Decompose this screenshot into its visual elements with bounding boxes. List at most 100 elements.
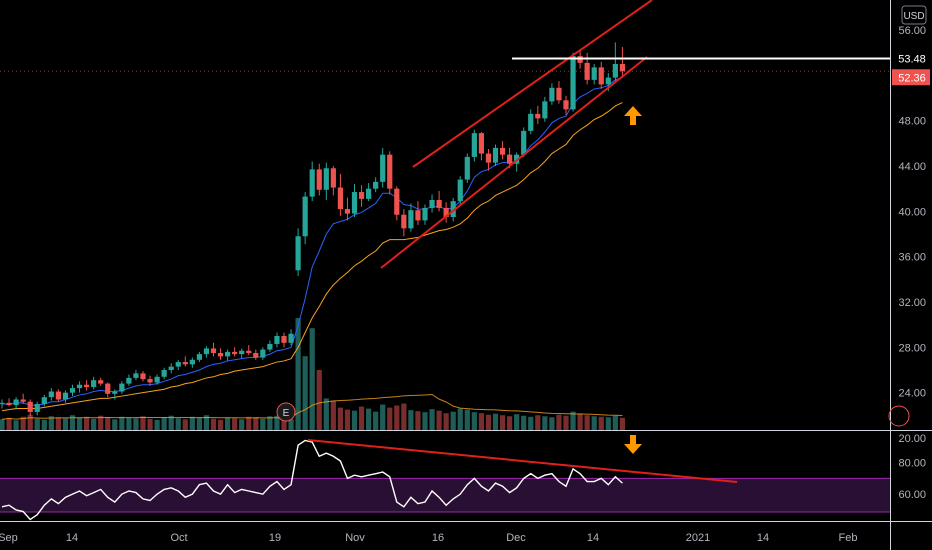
candle xyxy=(316,163,322,196)
price-tick-label: 24.00 xyxy=(898,388,926,400)
candle xyxy=(140,371,146,382)
time-tick-label: 14 xyxy=(587,532,599,544)
candle xyxy=(415,201,421,225)
volume-bar xyxy=(217,419,224,430)
volume-bar xyxy=(387,407,393,430)
volume-bar xyxy=(401,403,407,430)
candle xyxy=(330,166,336,196)
volume-bar xyxy=(542,416,548,430)
volume-bar xyxy=(471,412,477,430)
currency-button[interactable]: USD xyxy=(901,5,927,25)
volume-bar xyxy=(450,411,456,430)
candle xyxy=(27,399,33,417)
channel-upper-line[interactable] xyxy=(412,0,653,168)
candle xyxy=(20,393,26,404)
candle xyxy=(196,351,202,363)
volume-bar xyxy=(577,413,583,430)
volume-bar xyxy=(464,409,470,430)
volume-bar xyxy=(408,410,414,430)
volume-bar xyxy=(584,415,590,430)
volume-bar xyxy=(13,420,19,430)
candle xyxy=(429,194,435,213)
time-tick-label: Oct xyxy=(170,532,187,544)
volume-bar xyxy=(344,409,351,430)
candle xyxy=(485,149,492,171)
up-arrow-icon xyxy=(624,106,642,125)
volume-bar xyxy=(380,404,386,430)
time-tick-label: Dec xyxy=(506,532,526,544)
time-tick-label: 2021 xyxy=(686,532,710,544)
candle xyxy=(612,42,618,81)
volume-bar xyxy=(570,411,576,430)
candle xyxy=(394,186,400,221)
candle xyxy=(76,381,83,393)
rsi-tick-label: 60.00 xyxy=(898,489,926,501)
rsi-divergence-line[interactable] xyxy=(307,439,738,483)
price-tick-label: 40.00 xyxy=(898,206,926,218)
candle xyxy=(366,183,372,202)
candle xyxy=(408,203,414,232)
candle xyxy=(126,374,132,386)
price-tick-label: 36.00 xyxy=(898,252,926,264)
volume-bar xyxy=(239,419,245,430)
volume-bar xyxy=(619,417,625,430)
candle xyxy=(323,162,329,200)
volume-bar xyxy=(182,419,188,430)
volume-bar xyxy=(112,419,118,430)
candle xyxy=(34,401,40,416)
candle xyxy=(422,204,428,225)
candle xyxy=(267,340,273,352)
volume-bar xyxy=(41,419,47,430)
candle xyxy=(387,151,393,195)
candle xyxy=(373,177,379,193)
rsi-axis[interactable]: 80.00 60.00 xyxy=(898,458,926,502)
volume-bar xyxy=(330,400,336,430)
last-price-badge: 52.36 xyxy=(892,69,930,86)
price-tick-label: 28.00 xyxy=(898,342,926,354)
volume-bar xyxy=(507,416,513,430)
candle xyxy=(98,377,104,386)
volume-bar xyxy=(295,318,301,430)
volume-bar xyxy=(556,414,562,430)
volume-bar xyxy=(457,408,463,430)
candle xyxy=(239,348,245,359)
volume-bar xyxy=(422,412,428,430)
candle xyxy=(337,173,343,216)
candle xyxy=(232,347,238,357)
candle xyxy=(309,161,315,202)
svg-text:52.36: 52.36 xyxy=(898,72,926,84)
candle xyxy=(55,389,61,402)
ema-slow-line xyxy=(1,102,623,412)
volume-bar xyxy=(0,419,5,430)
candle xyxy=(175,359,181,370)
candle xyxy=(619,47,625,76)
price-axis[interactable]: 56.0052.0048.0044.0040.0036.0032.0028.00… xyxy=(898,25,926,445)
price-tick-label: 44.00 xyxy=(898,161,926,173)
volume-bar xyxy=(281,417,287,430)
volume-bar xyxy=(274,415,280,430)
candle xyxy=(556,81,562,104)
volume-bar xyxy=(196,417,202,430)
price-tick-label: 32.00 xyxy=(898,297,926,309)
volume-bar xyxy=(337,407,343,430)
volume-bar xyxy=(323,398,329,430)
time-axis[interactable]: Sep 14 Oct 19 Nov 16 Dec 14 2021 14 Feb xyxy=(0,532,857,544)
volume-bar xyxy=(203,415,210,430)
channel-lower-line[interactable] xyxy=(380,56,648,269)
candle xyxy=(358,185,365,207)
candle xyxy=(119,381,125,394)
candle xyxy=(274,332,280,348)
candle xyxy=(62,390,69,403)
price-tick-label: 20.00 xyxy=(898,433,926,445)
rsi-line xyxy=(1,439,623,521)
candle xyxy=(344,197,351,221)
time-tick-label: Nov xyxy=(345,532,365,544)
earnings-marker[interactable]: E xyxy=(276,402,296,422)
time-tick-label: 19 xyxy=(269,532,281,544)
candle xyxy=(549,83,555,105)
time-tick-label: Feb xyxy=(839,532,858,544)
volume-bar xyxy=(605,417,611,430)
candle xyxy=(246,345,252,356)
volume-bar xyxy=(528,416,534,430)
